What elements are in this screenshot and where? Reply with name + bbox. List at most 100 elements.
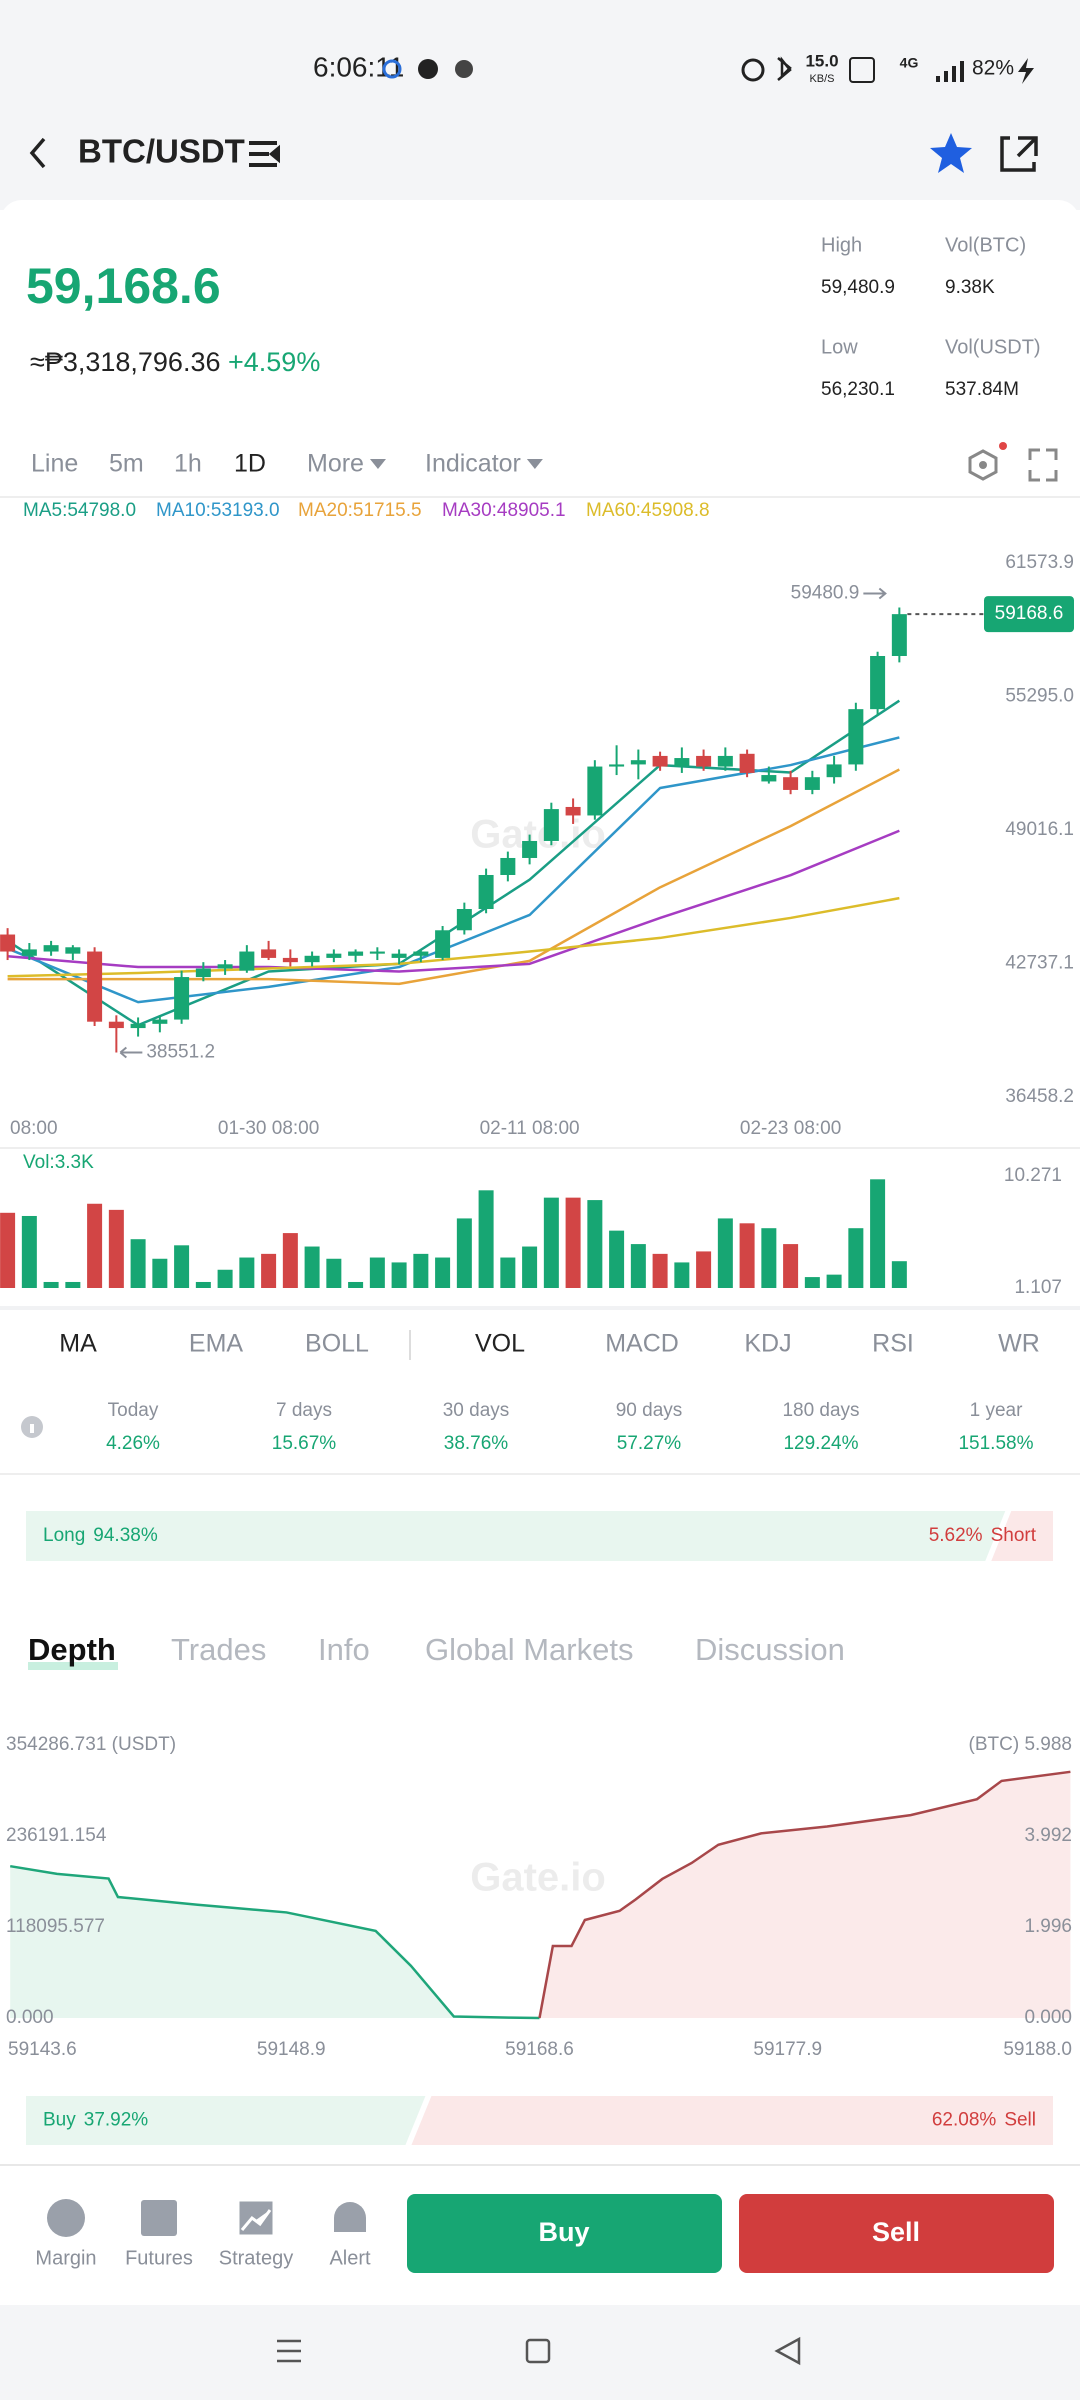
section-tab[interactable]: Discussion — [695, 1632, 845, 1667]
volume-bar — [326, 1258, 342, 1288]
bids-area — [10, 1866, 540, 2018]
last-price: 59,168.6 — [26, 258, 221, 314]
settings-icon[interactable] — [968, 449, 998, 481]
section-tab[interactable]: Trades — [171, 1632, 266, 1667]
interval-tab[interactable]: Indicator — [425, 450, 521, 478]
y-tick-label: 42737.1 — [1005, 953, 1074, 974]
indicator-tab[interactable]: BOLL — [305, 1330, 369, 1358]
x-tick-label: 02-11 08:00 — [480, 1118, 580, 1139]
bluetooth-icon — [777, 56, 792, 81]
nav-label[interactable]: Alert — [329, 2247, 371, 2269]
nav-label[interactable]: Futures — [125, 2247, 193, 2269]
high-arrow — [863, 587, 887, 600]
volume-bar — [130, 1239, 146, 1288]
status-icon — [455, 60, 473, 78]
candle-body — [761, 775, 777, 782]
margin-icon[interactable] — [47, 2199, 85, 2237]
stat-value: 537.84M — [945, 379, 1019, 400]
interval-tab[interactable]: More — [307, 450, 364, 478]
period-label: 180 days — [782, 1400, 859, 1421]
ma-legend: MA10:53193.0 — [156, 500, 280, 521]
pair-title: BTC/USDT — [78, 133, 245, 170]
indicator-tab[interactable]: RSI — [872, 1330, 914, 1358]
candle-body — [217, 964, 233, 969]
volume-bar — [652, 1253, 668, 1288]
home[interactable] — [525, 2338, 551, 2364]
ratio-text: 5.62% — [929, 1525, 983, 1546]
candle-body — [456, 909, 472, 931]
volume-bar — [239, 1257, 255, 1288]
content-card — [0, 200, 1080, 2160]
low-arrow — [119, 1046, 143, 1059]
volume-bar — [587, 1200, 603, 1288]
volume-bar — [674, 1262, 690, 1288]
watermark: Gate.io — [470, 813, 606, 857]
section-tab[interactable]: Info — [318, 1632, 370, 1667]
stat-label: High — [821, 234, 862, 256]
ratio-text: Long — [43, 1525, 85, 1546]
buy-button-label[interactable]: Buy — [538, 2217, 589, 2247]
status-icon — [418, 59, 438, 79]
buy-button[interactable] — [407, 2194, 722, 2273]
depth-x-label: 59168.6 — [505, 2039, 574, 2060]
candle-body — [21, 949, 37, 956]
sell-button-label[interactable]: Sell — [872, 2217, 920, 2247]
volume-bar — [565, 1197, 581, 1288]
ma-legend: MA60:45908.8 — [586, 500, 710, 521]
volume-title: Vol:3.3K — [23, 1152, 94, 1173]
indicator-tab[interactable]: MA — [59, 1330, 97, 1358]
nav-label[interactable]: Strategy — [219, 2247, 293, 2269]
status-icon — [382, 59, 402, 79]
system-nav — [0, 2305, 1080, 2400]
interval-tab[interactable]: 1h — [174, 450, 202, 478]
last-price-label: 59168.6 — [995, 603, 1064, 624]
strategy-icon[interactable] — [236, 2198, 276, 2238]
depth-x-label: 59177.9 — [753, 2039, 822, 2060]
futures-icon[interactable] — [141, 2200, 177, 2236]
volume-bar — [543, 1197, 559, 1288]
nav-label[interactable]: Margin — [35, 2247, 96, 2269]
asks-line — [538, 1770, 1071, 2019]
section-tab[interactable]: Depth — [28, 1632, 116, 1667]
indicator-tab[interactable]: EMA — [189, 1330, 244, 1358]
volume-bar — [304, 1246, 320, 1288]
stat-value: 56,230.1 — [821, 379, 895, 400]
candle-body — [152, 1019, 168, 1024]
favorite-star[interactable] — [930, 133, 972, 173]
interval-tab[interactable]: Line — [31, 450, 78, 478]
volume-bar — [413, 1253, 429, 1288]
candle-body — [674, 758, 690, 767]
volume-bar — [195, 1281, 211, 1288]
volume-bar — [609, 1230, 625, 1288]
recent-apps[interactable] — [277, 2339, 301, 2363]
interval-tab[interactable]: 5m — [109, 450, 144, 478]
settings-icon-dot — [979, 461, 987, 469]
volume-tick-label: 10.271 — [1004, 1165, 1062, 1186]
fullscreen-icon[interactable] — [1028, 448, 1058, 482]
indicator-tab[interactable]: WR — [998, 1330, 1040, 1358]
depth-y2-label: 1.996 — [1024, 1916, 1072, 1937]
volume-bar — [174, 1245, 190, 1288]
candle-body — [195, 968, 211, 978]
interval-tab[interactable]: 1D — [234, 450, 266, 478]
ratio-text: 62.08% — [932, 2110, 997, 2131]
indicator-tab[interactable]: MACD — [605, 1330, 679, 1358]
back[interactable] — [774, 2336, 801, 2366]
indicator-tab[interactable]: KDJ — [744, 1330, 791, 1358]
candle-body — [435, 930, 451, 958]
share-button[interactable] — [1000, 136, 1038, 172]
ratio-text: Short — [991, 1525, 1037, 1546]
candle-body — [174, 977, 190, 1020]
ratio-label: Long 94.38% — [43, 1525, 158, 1546]
top-background — [0, 0, 1080, 210]
volume-bar — [783, 1244, 799, 1288]
alert-icon[interactable] — [334, 2202, 366, 2232]
sell-button[interactable] — [739, 2194, 1054, 2273]
pair-menu[interactable] — [249, 141, 280, 167]
section-tab[interactable]: Global Markets — [425, 1632, 633, 1667]
candle-body — [282, 957, 298, 963]
indicator-tab[interactable]: VOL — [475, 1330, 525, 1358]
period-label: 90 days — [616, 1400, 683, 1421]
back-button[interactable] — [29, 137, 46, 169]
